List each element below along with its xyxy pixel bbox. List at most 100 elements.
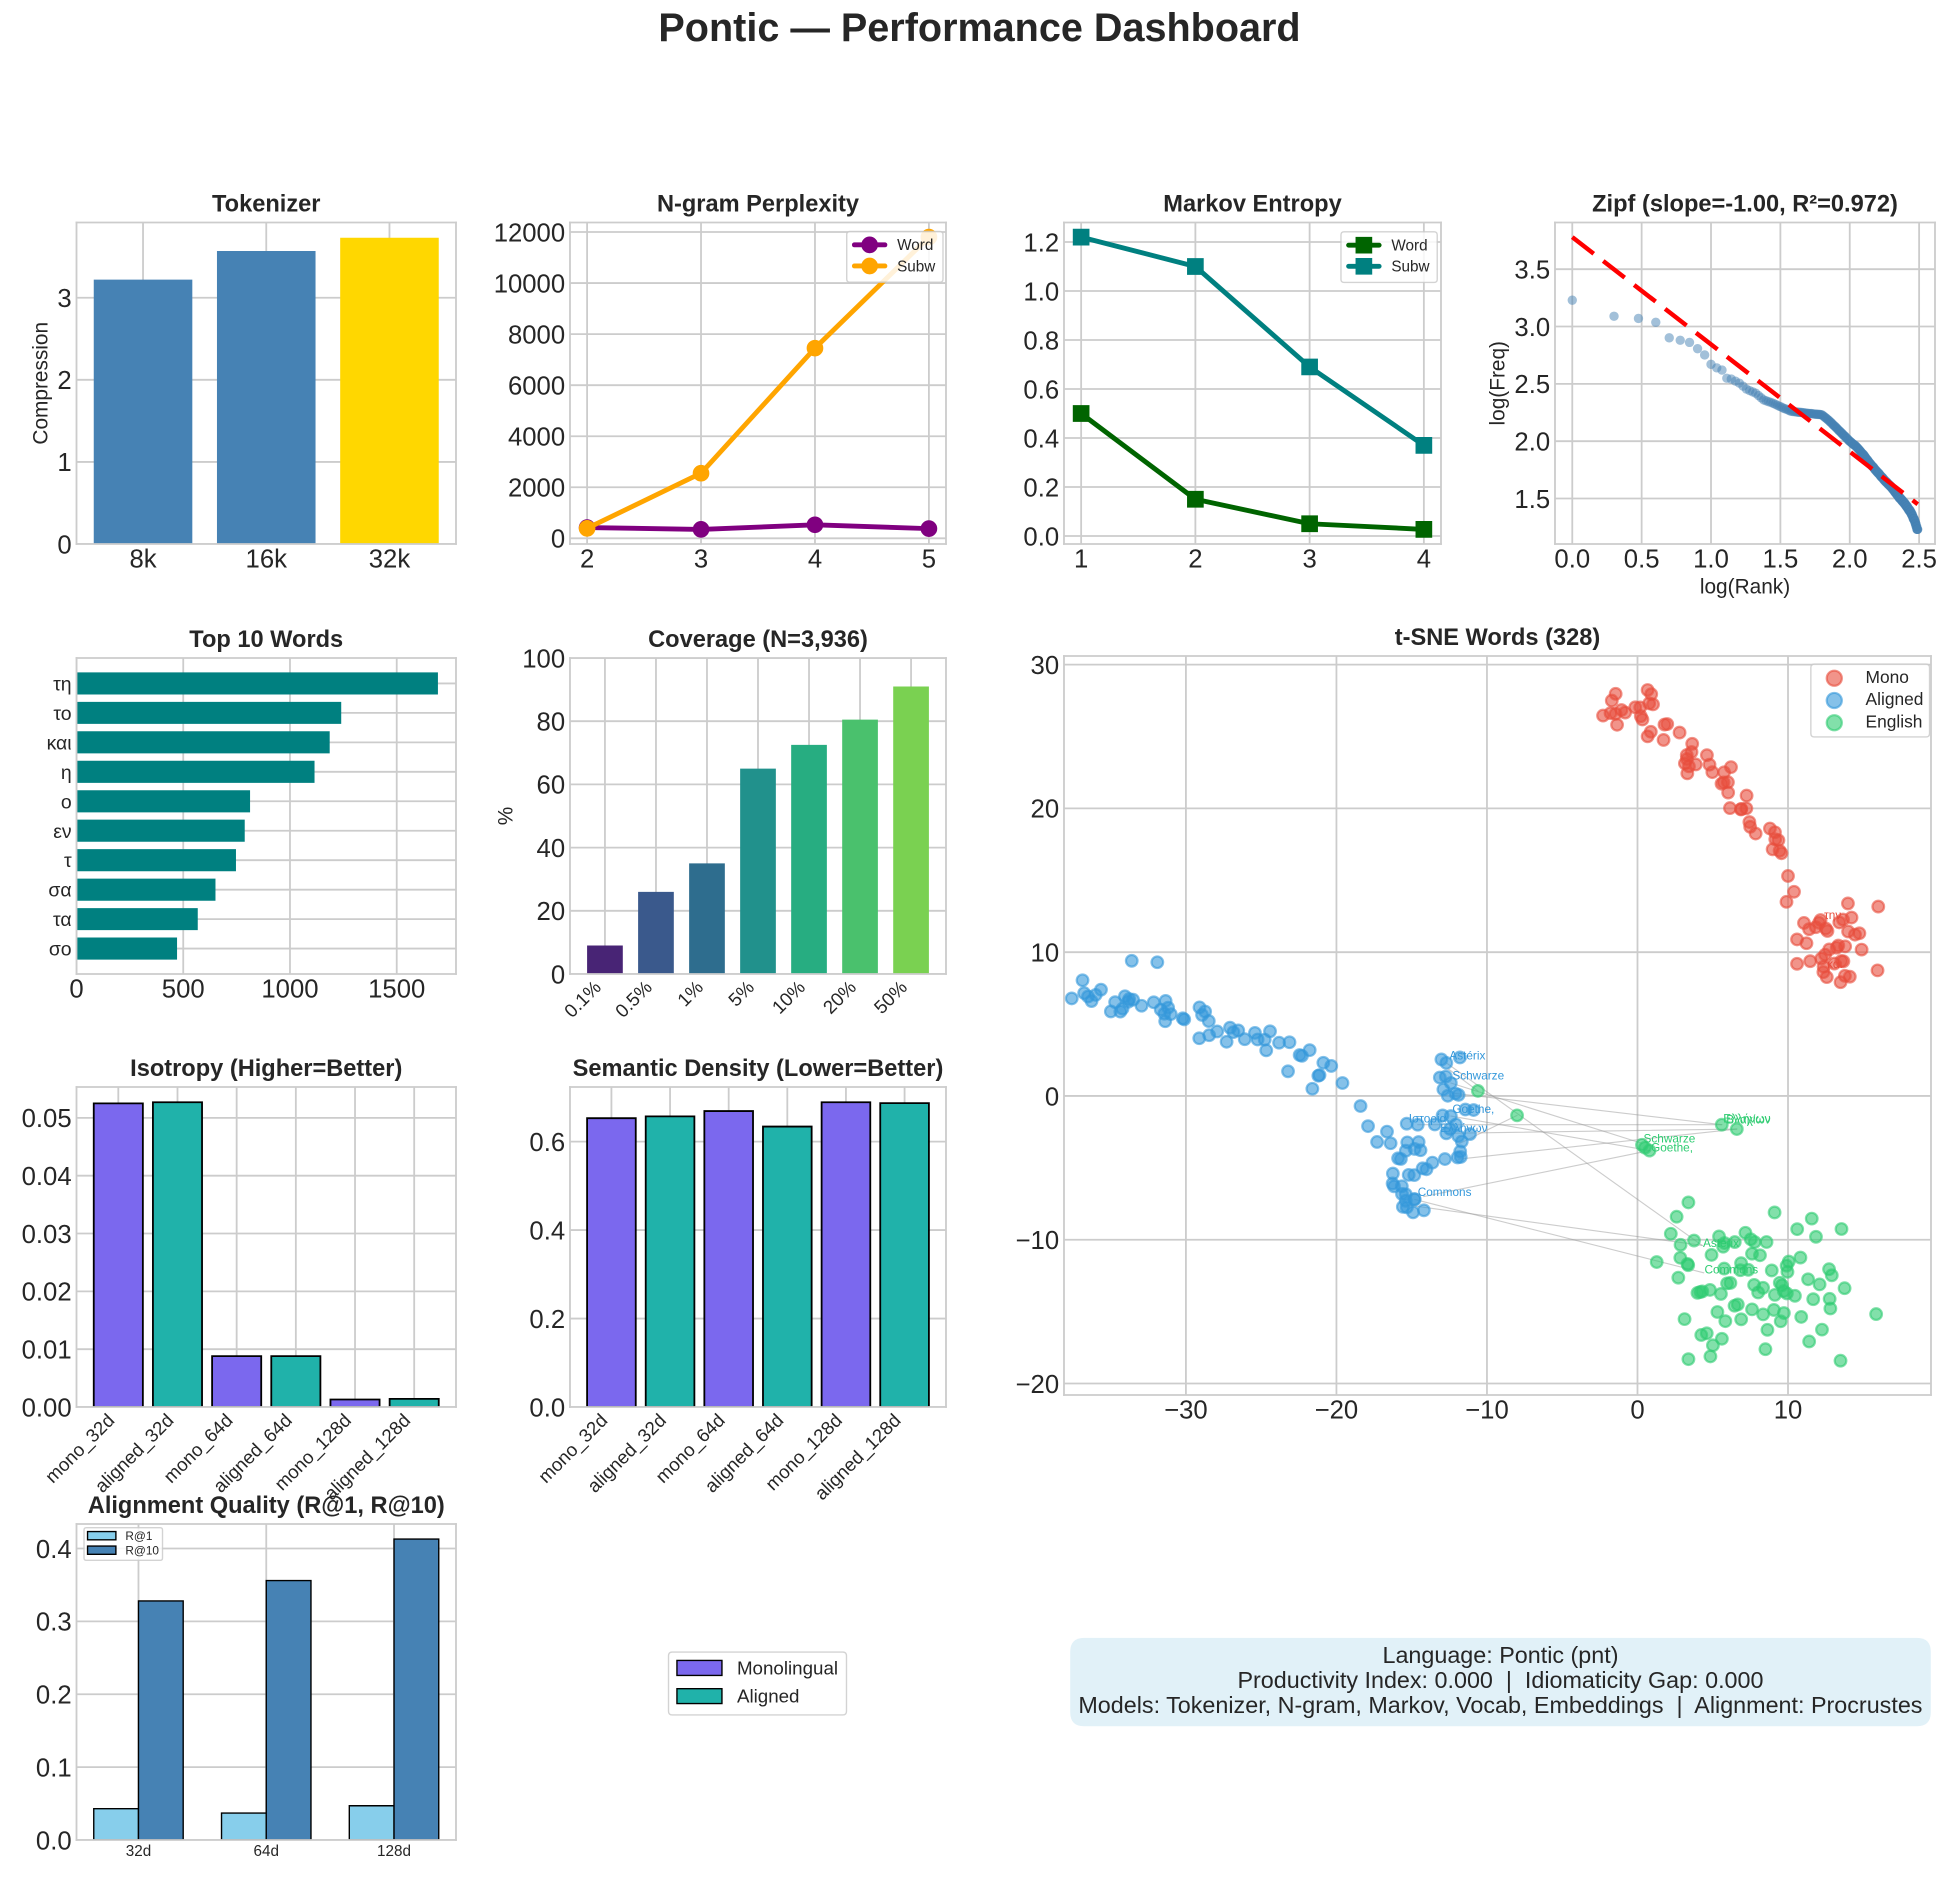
svg-text:0: 0: [1630, 1396, 1644, 1424]
svg-text:Schwarze: Schwarze: [1644, 1132, 1696, 1146]
svg-text:Ελλήνων: Ελλήνων: [1723, 1112, 1770, 1126]
svg-text:20: 20: [537, 898, 566, 926]
svg-text:8000: 8000: [508, 321, 565, 349]
svg-text:σο: σο: [49, 939, 72, 961]
svg-text:6000: 6000: [508, 372, 565, 400]
svg-text:0.4: 0.4: [529, 1217, 565, 1245]
svg-text:Word: Word: [1391, 238, 1427, 255]
svg-text:32k: 32k: [369, 545, 411, 573]
svg-text:0.3: 0.3: [36, 1609, 72, 1637]
svg-text:12000: 12000: [494, 219, 565, 247]
svg-text:1: 1: [1074, 545, 1088, 573]
svg-text:64d: 64d: [254, 1843, 279, 1860]
svg-text:0.00: 0.00: [22, 1394, 72, 1422]
svg-text:2.0: 2.0: [1514, 428, 1550, 456]
svg-text:0.6: 0.6: [529, 1129, 565, 1157]
svg-text:R@10: R@10: [125, 1543, 159, 1557]
svg-text:Alignment Quality (R@1, R@10): Alignment Quality (R@1, R@10): [88, 1493, 445, 1519]
svg-text:0.0: 0.0: [1554, 545, 1590, 573]
svg-text:Compression: Compression: [29, 322, 52, 445]
svg-text:εν: εν: [53, 821, 71, 843]
svg-text:40: 40: [537, 835, 566, 863]
svg-text:128d: 128d: [377, 1843, 411, 1860]
svg-text:3.0: 3.0: [1514, 314, 1550, 342]
svg-text:2.5: 2.5: [1514, 371, 1550, 399]
svg-text:100: 100: [522, 645, 565, 673]
svg-text:Mono: Mono: [1866, 667, 1909, 687]
svg-text:1.2: 1.2: [1023, 229, 1059, 257]
svg-text:10: 10: [1774, 1396, 1803, 1424]
svg-text:0: 0: [69, 975, 83, 1003]
svg-text:−20: −20: [1016, 1371, 1060, 1399]
svg-text:2: 2: [57, 367, 71, 395]
svg-text:16k: 16k: [246, 545, 288, 573]
svg-text:80: 80: [537, 709, 566, 737]
svg-text:0.2: 0.2: [529, 1306, 565, 1334]
svg-text:10000: 10000: [494, 270, 565, 298]
svg-text:Commons: Commons: [1704, 1263, 1758, 1277]
svg-text:2.5: 2.5: [1901, 545, 1937, 573]
svg-text:Astérix: Astérix: [1449, 1048, 1485, 1062]
svg-text:1: 1: [57, 449, 71, 477]
svg-text:Top 10 Words: Top 10 Words: [189, 627, 343, 653]
svg-text:Models: Tokenizer, N-gram, Mar: Models: Tokenizer, N-gram, Markov, Vocab…: [1078, 1692, 1922, 1718]
svg-text:Word: Word: [897, 237, 933, 254]
svg-text:Pontic — Performance Dashboard: Pontic — Performance Dashboard: [658, 6, 1300, 50]
svg-text:1500: 1500: [368, 975, 425, 1003]
svg-text:8k: 8k: [129, 545, 156, 573]
svg-text:Schwarze: Schwarze: [1452, 1068, 1504, 1082]
svg-text:Βλαχίων: Βλαχίων: [1726, 1112, 1770, 1126]
svg-text:0.4: 0.4: [1023, 425, 1059, 453]
svg-text:20: 20: [1031, 796, 1060, 824]
svg-text:2000: 2000: [508, 475, 565, 503]
svg-text:log(Freq): log(Freq): [1487, 341, 1510, 425]
svg-text:0.0: 0.0: [36, 1827, 72, 1855]
svg-text:10: 10: [1031, 939, 1060, 967]
svg-text:N-gram Perplexity: N-gram Perplexity: [657, 191, 859, 217]
svg-text:0.6: 0.6: [1023, 376, 1059, 404]
svg-text:0.8: 0.8: [1023, 327, 1059, 355]
svg-text:1.0: 1.0: [1693, 545, 1729, 573]
svg-text:Goethe,: Goethe,: [1651, 1140, 1693, 1154]
svg-text:0: 0: [551, 961, 565, 989]
svg-text:Astérix: Astérix: [1703, 1236, 1739, 1250]
svg-text:4: 4: [808, 545, 822, 573]
svg-text:1.5: 1.5: [1763, 545, 1799, 573]
svg-text:0.0: 0.0: [1023, 523, 1059, 551]
svg-text:Coverage (N=3,936): Coverage (N=3,936): [648, 627, 868, 653]
svg-text:1.5: 1.5: [1514, 486, 1550, 514]
svg-text:0: 0: [57, 531, 71, 559]
svg-text:−10: −10: [1016, 1227, 1060, 1255]
svg-text:Semantic Density (Lower=Better: Semantic Density (Lower=Better): [573, 1056, 944, 1082]
svg-text:Markov Entropy: Markov Entropy: [1163, 191, 1341, 217]
svg-text:η: η: [61, 762, 72, 784]
svg-text:0.1: 0.1: [36, 1754, 72, 1782]
svg-text:R@1: R@1: [125, 1529, 152, 1543]
svg-text:ο: ο: [61, 791, 72, 813]
svg-text:4000: 4000: [508, 424, 565, 452]
svg-text:3: 3: [1302, 545, 1316, 573]
svg-text:το: το: [53, 703, 71, 725]
svg-text:0.5: 0.5: [1624, 545, 1660, 573]
svg-text:4: 4: [1417, 545, 1431, 573]
svg-text:0: 0: [1045, 1083, 1059, 1111]
svg-text:0.05: 0.05: [22, 1105, 72, 1133]
svg-text:0.02: 0.02: [22, 1279, 72, 1307]
svg-text:1000: 1000: [261, 975, 318, 1003]
svg-text:English: English: [1866, 711, 1923, 731]
svg-text:0.4: 0.4: [36, 1536, 72, 1564]
svg-text:την: την: [1824, 908, 1841, 922]
svg-text:Aligned: Aligned: [737, 1686, 800, 1707]
svg-text:5: 5: [922, 545, 936, 573]
svg-text:t-SNE Words (328): t-SNE Words (328): [1395, 625, 1601, 651]
svg-text:500: 500: [162, 975, 205, 1003]
svg-text:Isotropy (Higher=Better): Isotropy (Higher=Better): [130, 1056, 402, 1082]
svg-text:0.2: 0.2: [1023, 474, 1059, 502]
svg-text:−10: −10: [1465, 1396, 1509, 1424]
svg-text:τα: τα: [53, 909, 72, 931]
svg-text:0: 0: [551, 526, 565, 554]
svg-text:Zipf (slope=-1.00, R²=0.972): Zipf (slope=-1.00, R²=0.972): [1592, 191, 1898, 217]
svg-text:0.2: 0.2: [36, 1682, 72, 1710]
svg-text:0.03: 0.03: [22, 1221, 72, 1249]
svg-text:3.5: 3.5: [1514, 257, 1550, 285]
